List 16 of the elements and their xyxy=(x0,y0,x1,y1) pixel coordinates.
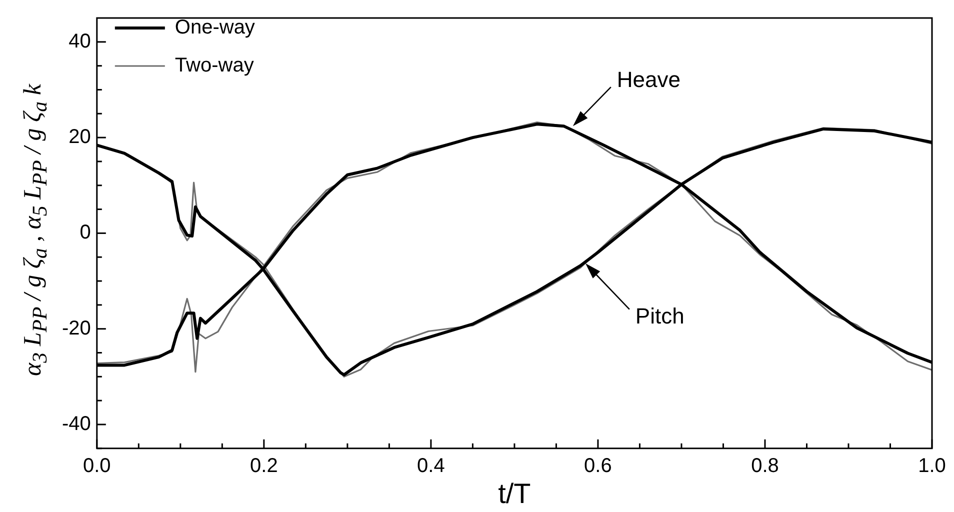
legend-label: One-way xyxy=(174,16,255,39)
y-tick-label: -20 xyxy=(62,317,91,340)
x-axis-title: t/T xyxy=(498,478,531,509)
x-tick-label: 0.2 xyxy=(250,454,278,477)
x-tick-label: 0.8 xyxy=(751,454,779,477)
y-tick-label: -40 xyxy=(62,413,91,436)
x-tick-label: 0.4 xyxy=(417,454,445,477)
annotation: Heave xyxy=(616,67,681,92)
y-tick-label: 20 xyxy=(68,126,91,148)
y-tick-label: 0 xyxy=(80,222,91,244)
x-tick-label: 1.0 xyxy=(918,454,946,477)
x-tick-label: 0.6 xyxy=(584,454,612,477)
x-tick-label: 0.0 xyxy=(83,454,111,477)
legend-label: Two-way xyxy=(174,54,254,77)
y-tick-label: 40 xyxy=(68,30,91,52)
annotation: Pitch xyxy=(635,303,684,328)
